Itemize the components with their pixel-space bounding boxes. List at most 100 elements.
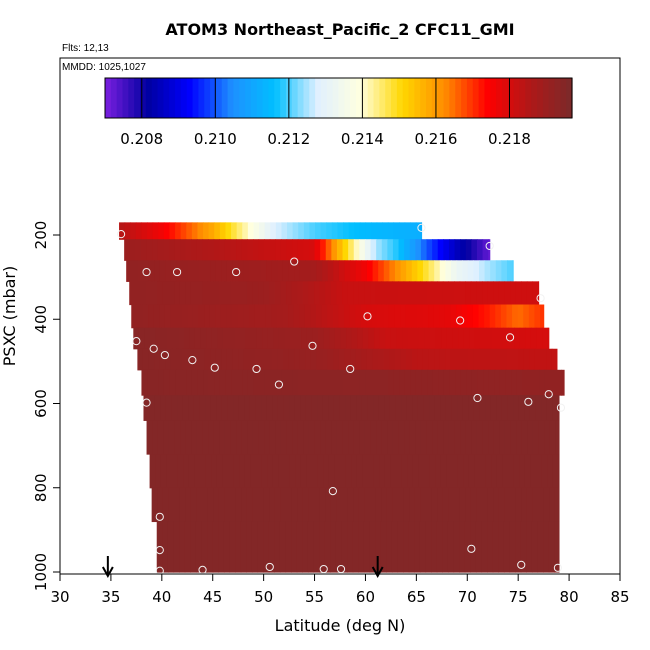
heatmap-cell [166, 454, 173, 489]
heatmap-cell [283, 395, 290, 421]
heatmap-cell [368, 327, 375, 350]
heatmap-cell [314, 239, 321, 261]
heatmap-cell [256, 454, 263, 489]
heatmap-cell [352, 521, 359, 573]
heatmap-cell [193, 348, 200, 371]
heatmap-cell [168, 281, 175, 306]
heatmap-cell [142, 348, 150, 371]
heatmap-cell [384, 454, 391, 489]
heatmap-cell [446, 327, 454, 350]
heatmap-cell [263, 487, 270, 523]
heatmap-cell [495, 260, 502, 282]
heatmap-cell [493, 420, 500, 455]
heatmap-cell [443, 420, 450, 455]
heatmap-cell [404, 222, 411, 240]
heatmap-cell [233, 395, 240, 421]
heatmap-cell [275, 420, 282, 455]
y-axis-label: PSXC (mbar) [0, 266, 19, 366]
heatmap-cell [454, 239, 461, 261]
colorbar-swatch [192, 78, 199, 118]
heatmap-cell [124, 239, 131, 261]
heatmap-cell [420, 420, 428, 455]
heatmap-cell [509, 521, 516, 573]
heatmap-cell [308, 487, 315, 523]
heatmap-cell [505, 369, 512, 396]
heatmap-cell [494, 369, 501, 396]
heatmap-row [137, 348, 558, 371]
heatmap-cell [129, 239, 136, 261]
heatmap-cell [436, 521, 443, 573]
heatmap-cell [376, 420, 383, 455]
heatmap-cell [497, 327, 504, 350]
heatmap-cell [298, 369, 305, 396]
heatmap-cell [285, 521, 292, 573]
heatmap-cell [456, 304, 463, 329]
heatmap-cell [487, 521, 494, 573]
x-tick-label: 85 [610, 588, 629, 606]
heatmap-cell [475, 521, 483, 573]
heatmap-cell [353, 420, 360, 455]
heatmap-cell [348, 369, 355, 396]
heatmap-cell [384, 395, 391, 421]
heatmap-cell [323, 454, 330, 489]
heatmap-cell [399, 369, 406, 396]
heatmap-cell [176, 304, 183, 329]
heatmap-row [131, 304, 545, 329]
heatmap-cell [278, 327, 286, 350]
heatmap-cell [168, 420, 176, 455]
heatmap-cell [356, 395, 363, 421]
heatmap-cell [458, 327, 465, 350]
flight-arrow [371, 556, 384, 579]
heatmap-cell [400, 260, 407, 282]
heatmap-cell [459, 281, 466, 306]
heatmap-cell [370, 239, 377, 261]
heatmap-cell [358, 487, 366, 523]
colorbar-swatch [239, 78, 246, 118]
colorbar-swatch [361, 78, 369, 118]
heatmap-cell [424, 327, 431, 350]
heatmap-cell [190, 521, 197, 573]
heatmap-cell [365, 369, 372, 396]
heatmap-cell [208, 222, 215, 240]
heatmap-cell [370, 487, 377, 523]
data-point [467, 544, 476, 553]
heatmap-cell [541, 395, 548, 421]
heatmap-cell [532, 420, 540, 455]
heatmap-cell [349, 304, 356, 329]
heatmap-cell [291, 487, 298, 523]
heatmap-cell [471, 239, 478, 261]
heatmap-cell [326, 369, 333, 396]
heatmap-cell [191, 420, 198, 455]
heatmap-cell [362, 454, 369, 489]
heatmap-cell [512, 348, 519, 371]
heatmap-cell [263, 521, 270, 573]
heatmap-cell [371, 369, 378, 396]
heatmap-cell [459, 487, 466, 523]
heatmap-cell [267, 327, 274, 350]
heatmap-cell [325, 420, 332, 455]
heatmap-cell [292, 239, 299, 261]
heatmap-cell [159, 304, 166, 329]
heatmap-cell [442, 281, 450, 306]
heatmap-cell [420, 281, 427, 306]
colorbar-swatch [303, 78, 310, 118]
data-point [142, 398, 151, 407]
heatmap-cell [196, 281, 203, 306]
heatmap-cell [372, 304, 379, 329]
heatmap-cell [304, 304, 312, 329]
heatmap-cell [252, 487, 259, 523]
heatmap-cell [383, 260, 390, 282]
heatmap-cell [196, 239, 204, 261]
heatmap-cell [427, 369, 434, 396]
heatmap-cell [508, 454, 515, 489]
heatmap-cell [185, 281, 192, 306]
heatmap-cell [280, 487, 287, 523]
heatmap-cell [320, 420, 327, 455]
heatmap-cell [504, 487, 511, 523]
heatmap-cell [319, 487, 326, 523]
heatmap-cell [445, 348, 452, 371]
heatmap-cell [443, 369, 451, 396]
heatmap-cell [532, 281, 539, 306]
heatmap-cell [146, 281, 153, 306]
heatmap-cell [504, 281, 511, 306]
